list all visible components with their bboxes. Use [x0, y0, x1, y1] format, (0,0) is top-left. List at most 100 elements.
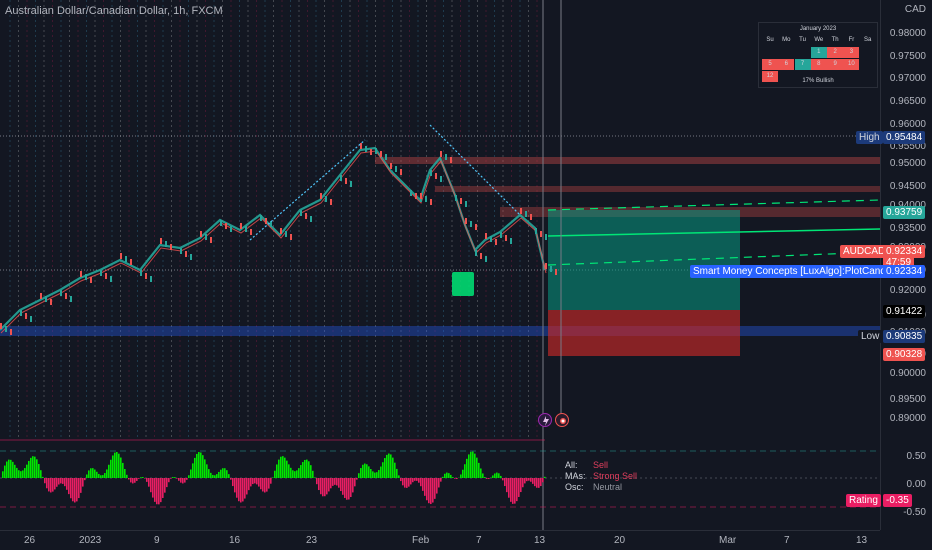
- level-1-value: 0.93759: [883, 206, 926, 219]
- candle: [415, 193, 417, 199]
- hist-bar: [136, 478, 138, 481]
- candle: [330, 199, 332, 205]
- candle: [455, 195, 457, 201]
- hist-bar: [454, 478, 456, 479]
- hist-bar: [220, 469, 222, 478]
- hist-bar: [78, 478, 80, 499]
- hist-bar: [402, 478, 404, 486]
- calendar-weekday: We: [814, 37, 824, 43]
- hist-bar: [516, 478, 518, 502]
- hist-bar: [452, 477, 454, 478]
- hist-bar: [18, 470, 20, 478]
- price-tick: 0.95000: [889, 158, 926, 169]
- hist-bar: [64, 478, 66, 487]
- osc-value: Neutral: [593, 482, 623, 492]
- hist-bar: [36, 459, 38, 478]
- hist-bar: [86, 474, 88, 478]
- hist-bar: [324, 478, 326, 497]
- hist-bar: [472, 451, 474, 478]
- candle: [550, 266, 552, 272]
- calendar-grid: Su Mo Tu We Th Fr Sa 1 2 3 5 6 7 8 9 10 12: [762, 35, 876, 83]
- hist-bar: [194, 457, 196, 478]
- hist-bar: [302, 462, 304, 478]
- chart-canvas[interactable]: [0, 0, 881, 530]
- candle: [245, 226, 247, 232]
- candle: [500, 232, 502, 238]
- hist-bar: [286, 460, 288, 478]
- hist-bar: [98, 473, 100, 478]
- candle: [440, 176, 442, 182]
- hist-bar: [504, 478, 506, 487]
- hist-bar: [80, 478, 82, 493]
- candle: [485, 233, 487, 239]
- hist-bar: [96, 471, 98, 478]
- time-tick: Mar: [719, 535, 737, 546]
- hist-bar: [514, 478, 516, 504]
- hist-bar: [278, 459, 280, 478]
- hist-bar: [88, 470, 90, 478]
- candle: [70, 296, 72, 302]
- candle: [160, 238, 162, 244]
- hist-bar: [176, 478, 178, 479]
- hist-bar: [60, 478, 62, 484]
- hist-bar: [82, 478, 84, 487]
- candle: [300, 210, 302, 216]
- hist-bar: [240, 478, 242, 503]
- hist-bar: [408, 478, 410, 487]
- candle: [185, 251, 187, 257]
- hist-bar: [326, 478, 328, 495]
- hist-bar: [262, 478, 264, 492]
- candle: [285, 231, 287, 237]
- hist-bar: [30, 457, 32, 478]
- hist-bar: [128, 478, 130, 480]
- hist-bar: [210, 472, 212, 478]
- channel-line: [249, 139, 366, 241]
- candle: [270, 221, 272, 227]
- flag-icon[interactable]: [555, 413, 569, 427]
- hist-bar: [244, 478, 246, 499]
- calendar-day: [762, 47, 778, 58]
- hist-bar: [376, 472, 378, 478]
- hist-bar: [116, 451, 118, 478]
- hist-bar: [438, 478, 440, 488]
- time-axis[interactable]: 26 2023 9 16 23 Feb 7 13 20 Mar 7 13: [0, 530, 880, 550]
- hist-bar: [424, 478, 426, 496]
- candle: [10, 329, 12, 335]
- hist-bar: [492, 475, 494, 478]
- hist-bar: [524, 478, 526, 484]
- rating-value: -0.35: [883, 494, 912, 507]
- hist-bar: [4, 465, 6, 478]
- hist-bar: [180, 478, 182, 483]
- hist-bar: [320, 478, 322, 495]
- hist-bar: [332, 478, 334, 486]
- hist-bar: [308, 461, 310, 478]
- hist-bar: [228, 474, 230, 478]
- profit-zone: [548, 210, 740, 310]
- hist-bar: [384, 458, 386, 478]
- hist-bar: [6, 461, 8, 478]
- hist-bar: [160, 478, 162, 503]
- price-chart[interactable]: [0, 0, 881, 530]
- hist-bar: [206, 464, 208, 478]
- hist-bar: [66, 478, 68, 490]
- candle: [485, 256, 487, 262]
- hist-bar: [92, 468, 94, 478]
- price-tick: 0.90000: [889, 368, 926, 379]
- price-tick: 0.94500: [889, 181, 926, 192]
- hist-bar: [430, 478, 432, 505]
- hist-bar: [478, 462, 480, 478]
- hist-bar: [170, 478, 172, 479]
- candle: [420, 193, 422, 199]
- hist-bar: [54, 478, 56, 490]
- hist-bar: [42, 476, 44, 478]
- hist-bar: [436, 478, 438, 494]
- hist-bar: [150, 478, 152, 493]
- lightning-icon[interactable]: [538, 413, 552, 427]
- current-price: 0.92334: [883, 245, 926, 258]
- hist-bar: [462, 469, 464, 478]
- hist-bar: [266, 478, 268, 492]
- candle: [365, 146, 367, 152]
- hist-bar: [530, 478, 532, 482]
- hist-bar: [146, 478, 148, 482]
- candle: [225, 223, 227, 229]
